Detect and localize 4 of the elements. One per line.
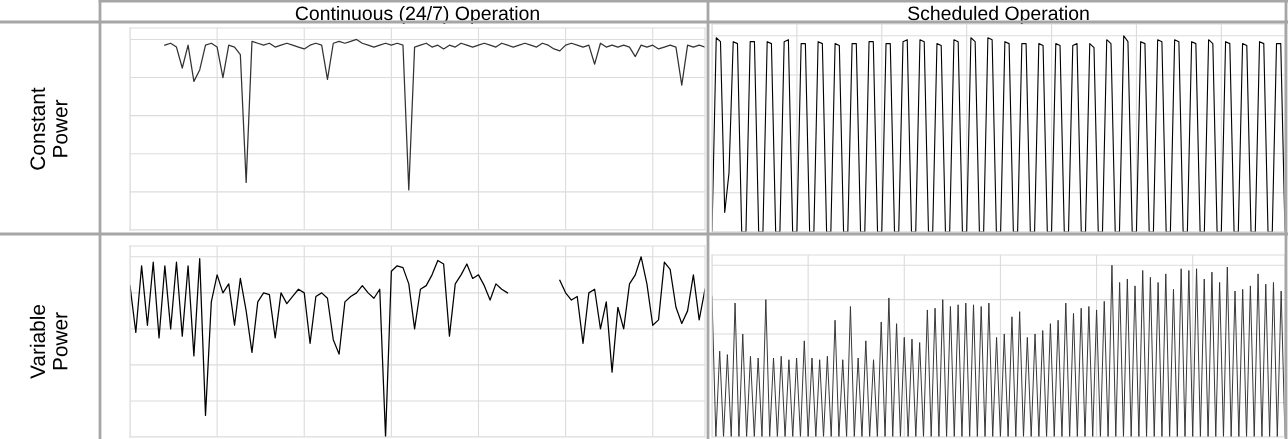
y-axis-title: Variable Power [29, 304, 68, 379]
y-axis-title: Constant Power [30, 87, 68, 170]
chart-title: Continuous (24/7) Operation [295, 5, 539, 25]
chart-title: Scheduled Operation [908, 5, 1089, 24]
